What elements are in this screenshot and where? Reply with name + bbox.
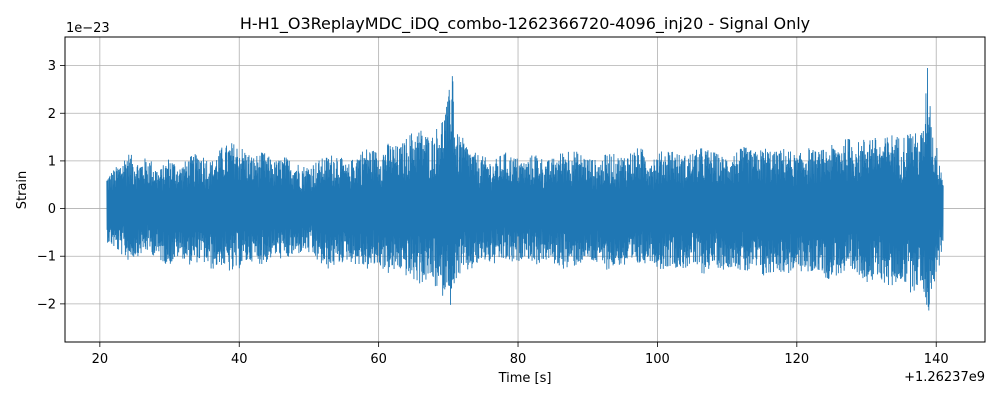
chart-title: H-H1_O3ReplayMDC_iDQ_combo-1262366720-40… — [240, 14, 810, 34]
y-tick-label: 2 — [48, 107, 56, 122]
y-scale-label: 1e−23 — [66, 21, 110, 36]
signal-line — [106, 68, 944, 311]
axes: 20 40 60 80 100 120 140 −2 −1 0 1 2 3 — [37, 36, 986, 367]
x-axis-label: Time [s] — [498, 371, 552, 386]
x-tick-label: 100 — [645, 352, 670, 367]
x-tick-label: 40 — [231, 352, 248, 367]
y-tick-label: 0 — [48, 202, 56, 217]
y-tick-label: 3 — [48, 59, 56, 74]
y-tick-label: 1 — [48, 154, 56, 169]
y-axis-label: Strain — [15, 171, 30, 210]
x-tick-label: 60 — [370, 352, 387, 367]
y-tick-label: −2 — [37, 297, 56, 312]
axes-frame — [64, 36, 986, 343]
x-offset-label: +1.26237e9 — [904, 370, 985, 385]
x-tick-label: 80 — [510, 352, 527, 367]
x-tick-label: 140 — [924, 352, 949, 367]
x-tick-label: 120 — [784, 352, 809, 367]
plot-area — [106, 68, 944, 311]
x-tick-label: 20 — [92, 352, 109, 367]
y-tick-label: −1 — [37, 250, 56, 265]
